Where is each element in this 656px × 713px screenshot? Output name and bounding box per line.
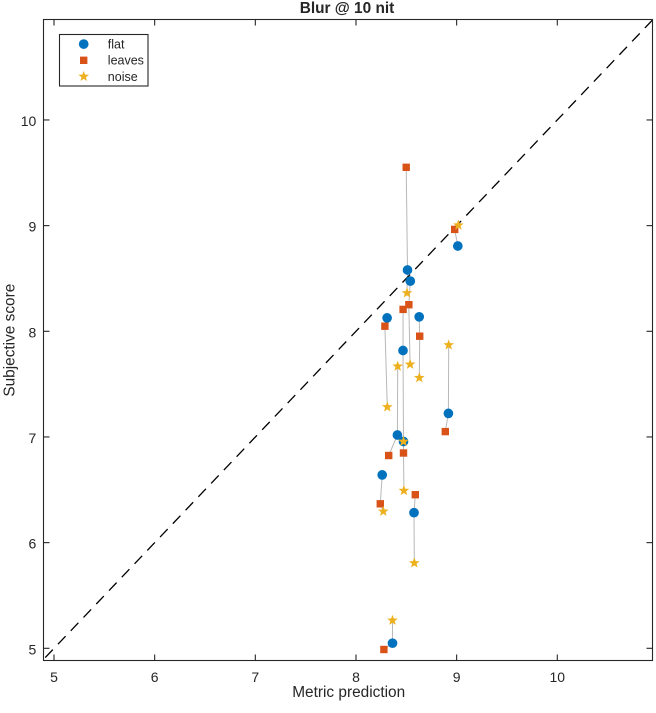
svg-text:Metric prediction: Metric prediction [292, 684, 405, 701]
svg-text:noise: noise [108, 70, 138, 84]
svg-text:Subjective score: Subjective score [1, 284, 18, 397]
svg-text:flat: flat [108, 37, 125, 51]
svg-text:6: 6 [29, 536, 37, 552]
svg-text:Blur @ 10 nit: Blur @ 10 nit [300, 0, 395, 17]
svg-text:10: 10 [550, 669, 566, 685]
svg-text:6: 6 [151, 669, 159, 685]
svg-text:9: 9 [453, 669, 461, 685]
svg-text:7: 7 [251, 669, 259, 685]
svg-text:5: 5 [50, 669, 58, 685]
svg-text:7: 7 [29, 430, 37, 446]
svg-text:9: 9 [29, 219, 37, 235]
svg-text:leaves: leaves [108, 54, 144, 68]
svg-text:8: 8 [29, 324, 37, 340]
svg-text:10: 10 [21, 113, 37, 129]
svg-text:8: 8 [352, 669, 360, 685]
svg-text:5: 5 [29, 641, 37, 657]
